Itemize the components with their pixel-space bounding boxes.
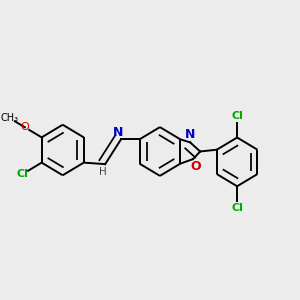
Text: N: N <box>113 126 123 139</box>
Text: N: N <box>185 128 195 142</box>
Text: O: O <box>20 122 29 132</box>
Text: O: O <box>190 160 201 173</box>
Text: H: H <box>99 167 107 177</box>
Text: Cl: Cl <box>16 169 28 179</box>
Text: CH₃: CH₃ <box>1 113 19 123</box>
Text: Cl: Cl <box>231 111 243 121</box>
Text: Cl: Cl <box>231 203 243 213</box>
